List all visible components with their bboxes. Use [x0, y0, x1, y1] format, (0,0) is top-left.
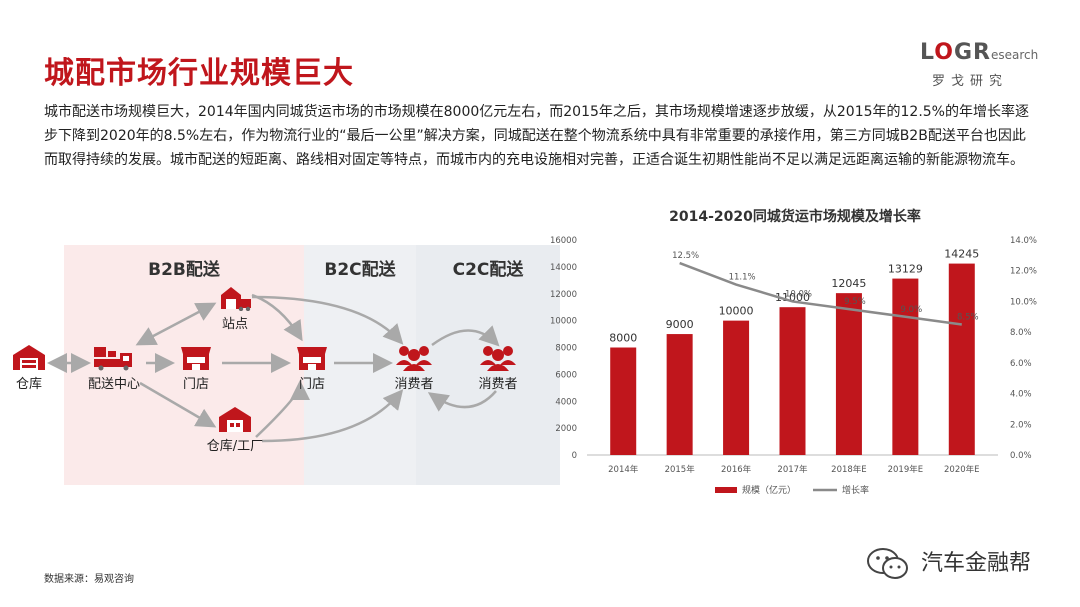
y-left-tick-label: 16000 — [550, 236, 577, 246]
factory-icon — [219, 407, 251, 432]
bar — [610, 347, 637, 455]
growth-rate-line — [679, 261, 962, 326]
y-left-tick-label: 0 — [572, 451, 577, 461]
intro-paragraph: 城市配送市场规模巨大，2014年国内同城货运市场的市场规模在8000亿元左右，而… — [44, 104, 1029, 168]
x-tick-label: 2016年 — [721, 464, 752, 475]
x-tick-label: 2014年 — [608, 464, 639, 475]
arrow-factory-store2 — [255, 380, 310, 438]
bar — [779, 307, 806, 455]
wechat-name: 汽车金融帮 — [921, 551, 1032, 576]
flow-arrows — [47, 293, 500, 443]
node-consumer1-label: 消费者 — [394, 377, 434, 392]
logo-mark: LOGResearch — [920, 40, 1039, 65]
zone-b2b-label: B2B配送 — [148, 260, 220, 280]
chart-svg: 0 2000 4000 6000 8000 10000 12000 14000 16000 0.0… — [550, 236, 1037, 496]
node-store2: 门店 — [288, 343, 336, 392]
y-left-tick-label: 6000 — [555, 370, 577, 380]
bar-value-label: 10000 — [719, 305, 754, 318]
node-store1-label: 门店 — [182, 377, 209, 392]
bar-value-label: 14245 — [944, 248, 979, 261]
y-left-tick-label: 12000 — [550, 290, 577, 300]
y-left-tick-label: 4000 — [555, 397, 577, 407]
bar — [723, 320, 750, 455]
y-right-tick-label: 8.0% — [1010, 328, 1032, 338]
bar — [892, 278, 919, 455]
x-tick-label: 2019年E — [888, 464, 924, 475]
wechat-account: 汽车金融帮 — [866, 545, 1031, 581]
node-dc-label: 配送中心 — [87, 377, 140, 392]
arrow-dc-factory — [139, 381, 217, 428]
node-factory: 仓库/工厂 — [200, 405, 270, 454]
line-value-label: 10.0% — [785, 289, 812, 299]
store-icon — [181, 347, 211, 370]
arrow-c2c-bottom — [427, 390, 497, 412]
zone-c2c-label: C2C配送 — [452, 260, 524, 280]
y-right-tick-label: 14.0% — [1010, 236, 1037, 246]
arrow-station-consumer — [251, 295, 404, 345]
node-consumer1: 消费者 — [388, 343, 440, 392]
x-tick-label: 2020年E — [944, 464, 980, 475]
node-warehouse-label: 仓库 — [15, 377, 42, 392]
node-store2-label: 门店 — [298, 377, 325, 392]
bar — [948, 263, 975, 455]
node-station: 站点 — [212, 283, 258, 332]
node-factory-label: 仓库/工厂 — [206, 439, 264, 454]
consumers-icon — [480, 346, 516, 371]
x-tick-label: 2017年 — [777, 464, 808, 475]
line-value-label: 9.5% — [844, 297, 866, 307]
consumers-icon — [396, 346, 432, 371]
line-value-label: 8.5% — [957, 312, 979, 322]
legend-line-label: 增长率 — [842, 484, 869, 496]
line-value-label: 11.1% — [729, 273, 756, 283]
bar — [835, 293, 862, 455]
node-station-label: 站点 — [221, 317, 248, 332]
y-right-tick-label: 12.0% — [1010, 267, 1037, 277]
legend-bar-swatch — [715, 487, 737, 493]
distribution-center-icon — [94, 347, 132, 371]
warehouse-icon — [13, 345, 45, 370]
bar-value-label: 8000 — [609, 332, 637, 345]
arrow-station-store2 — [251, 293, 303, 342]
page-title: 城配市场行业规模巨大 — [44, 56, 354, 91]
arrow-factory-consumer — [261, 389, 404, 443]
y-left-tick-label: 14000 — [550, 263, 577, 273]
logo: LOGResearch 罗戈研究 — [920, 40, 1060, 92]
station-icon — [221, 287, 251, 311]
wechat-icon — [867, 548, 908, 579]
node-dc: 配送中心 — [82, 341, 146, 392]
distribution-flow-diagram: B2B配送 B2C配送 C2C配送 — [0, 245, 560, 485]
y-right-tick-label: 10.0% — [1010, 297, 1037, 307]
zone-b2c-label: B2C配送 — [324, 260, 396, 280]
arrow-c2c-top — [431, 325, 500, 347]
x-tick-label: 2015年 — [665, 464, 696, 475]
bar-value-label: 12045 — [831, 277, 866, 290]
y-left-tick-label: 10000 — [550, 317, 577, 327]
market-size-chart: 2014-2020同城货运市场规模及增长率 0 2000 4000 6000 8000 1… — [545, 200, 1045, 505]
y-right-tick-label: 4.0% — [1010, 390, 1032, 400]
node-consumer2: 消费者 — [472, 343, 524, 392]
data-source: 数据来源：易观咨询 — [44, 574, 134, 585]
chart-title: 2014-2020同城货运市场规模及增长率 — [669, 209, 921, 225]
node-warehouse: 仓库 — [6, 343, 52, 392]
logo-cn: 罗戈研究 — [932, 74, 1009, 89]
bar-value-label: 11000 — [775, 291, 810, 304]
y-left-tick-label: 2000 — [555, 424, 577, 434]
zone-c2c: C2C配送 — [416, 245, 560, 485]
node-consumer2-label: 消费者 — [478, 377, 518, 392]
y-right-tick-label: 6.0% — [1010, 359, 1032, 369]
arrow-dc-station — [135, 302, 217, 346]
bar-value-label: 9000 — [666, 318, 694, 331]
line-value-label: 12.5% — [672, 251, 699, 261]
y-left-tick-label: 8000 — [555, 344, 577, 354]
x-tick-label: 2018年E — [831, 464, 867, 475]
legend-bar-label: 规模（亿元） — [742, 484, 796, 496]
y-right-tick-label: 0.0% — [1010, 451, 1032, 461]
node-store1: 门店 — [172, 343, 220, 392]
bar — [666, 334, 693, 455]
line-value-label: 9.0% — [901, 305, 923, 315]
y-right-tick-label: 2.0% — [1010, 420, 1032, 430]
store-icon — [297, 347, 327, 370]
bar-value-label: 13129 — [888, 263, 923, 276]
